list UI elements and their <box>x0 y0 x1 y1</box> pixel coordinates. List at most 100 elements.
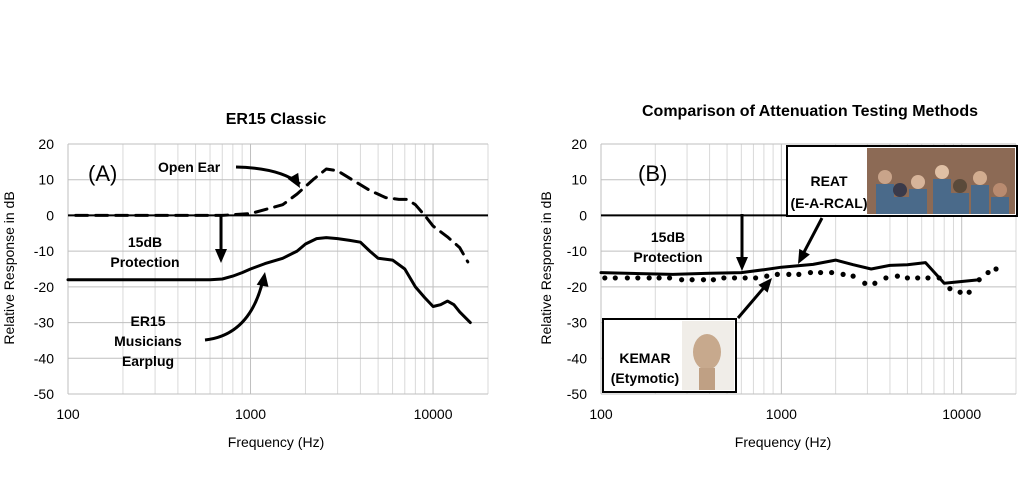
y-tick-label: 10 <box>571 172 587 188</box>
x-tick-label: 100 <box>589 406 613 422</box>
data-point <box>700 277 707 283</box>
person-figure <box>993 183 1007 197</box>
y-tick-label: -10 <box>34 243 54 259</box>
x-tick-label: 10000 <box>414 406 453 422</box>
mannequin-neck <box>699 368 715 390</box>
panel-a-series <box>66 167 472 325</box>
person-figure <box>876 184 894 214</box>
panel-b-title: Comparison of Attenuation Testing Method… <box>642 103 978 120</box>
data-point <box>976 277 982 283</box>
series-open-ear <box>74 167 470 264</box>
person-figure <box>935 165 949 179</box>
annotation-open-ear: Open Ear <box>158 159 221 175</box>
data-point <box>985 269 991 276</box>
data-point <box>862 280 868 286</box>
data-point <box>840 271 846 277</box>
data-point <box>966 289 972 295</box>
person-figure <box>911 175 925 189</box>
data-point <box>925 275 931 281</box>
data-point <box>829 269 835 276</box>
y-tick-label: -50 <box>567 386 587 402</box>
panel-b-annotations: 15dB Protection REAT (E-A-RCAL) KEMAR (Etymot… <box>602 145 1018 393</box>
panel-b-series <box>599 258 999 295</box>
y-tick-label: 0 <box>579 207 587 223</box>
data-point <box>635 275 641 281</box>
data-point <box>742 275 748 281</box>
y-tick-label: 20 <box>571 136 587 152</box>
panel-a-title: ER15 Classic <box>226 111 327 128</box>
person-figure <box>973 171 987 185</box>
panel-a-grid <box>67 143 489 395</box>
data-point <box>947 286 953 292</box>
person-figure <box>878 170 892 184</box>
data-point <box>602 275 608 281</box>
annotation-15db-protection: 15dB Protection <box>110 234 179 270</box>
person-figure <box>951 193 969 214</box>
panel-a-label: (A) <box>88 161 117 186</box>
series-reat-e-a-rcal <box>599 258 981 285</box>
annotation-15db-protection: 15dB Protection <box>633 229 702 265</box>
person-figure <box>991 197 1009 214</box>
data-point <box>807 269 814 276</box>
data-point <box>710 277 717 283</box>
y-tick-label: -20 <box>34 279 54 295</box>
data-point <box>646 275 652 281</box>
data-point <box>731 275 738 281</box>
data-point <box>612 275 618 281</box>
y-tick-label: -40 <box>34 350 54 366</box>
y-tick-label: -40 <box>567 350 587 366</box>
data-point <box>883 275 889 281</box>
panel-b-label: (B) <box>638 161 667 186</box>
data-point <box>993 266 999 272</box>
panel-a-ylabel: Relative Response in dB <box>1 191 17 344</box>
data-point <box>624 275 630 281</box>
person-figure <box>953 179 967 193</box>
kemar-callout <box>602 318 737 393</box>
y-tick-label: 20 <box>38 136 54 152</box>
data-point <box>774 271 780 277</box>
panel-b-grid <box>600 143 1017 395</box>
arrow-open-ear <box>235 165 301 186</box>
person-figure <box>909 189 927 214</box>
person-figure <box>971 185 989 214</box>
data-point <box>850 273 856 279</box>
annotation-kemar: KEMAR (Etymotic) <box>611 350 679 386</box>
x-tick-label: 100 <box>56 406 80 422</box>
y-tick-label: -10 <box>567 243 587 259</box>
x-tick-label: 10000 <box>942 406 981 422</box>
person-figure <box>933 179 951 214</box>
panel-a-annotations: Open Ear 15dB Protection ER15 Musicians Earpl… <box>110 159 301 369</box>
data-point <box>796 271 802 277</box>
arrow-head <box>798 248 810 264</box>
arrow-head <box>758 278 772 293</box>
data-point <box>957 289 963 295</box>
x-tick-label: 1000 <box>766 406 797 422</box>
data-point <box>817 269 824 276</box>
arrow-head <box>256 272 269 287</box>
arrow-head <box>215 249 227 263</box>
annotation-reat: REAT (E-A-RCAL) <box>791 173 868 211</box>
data-point <box>656 275 662 281</box>
y-tick-label: 10 <box>38 172 54 188</box>
person-figure <box>893 183 907 197</box>
data-point <box>679 277 685 283</box>
data-point <box>786 271 792 277</box>
data-point <box>721 275 727 281</box>
y-tick-label: -30 <box>34 315 54 331</box>
data-point <box>894 273 901 279</box>
arrow-head <box>736 257 748 271</box>
reat-callout <box>786 145 1018 217</box>
y-tick-label: -50 <box>34 386 54 402</box>
x-tick-label: 1000 <box>235 406 266 422</box>
person-figure <box>891 197 909 214</box>
data-point <box>689 277 695 283</box>
arrow-reat <box>800 217 824 257</box>
panel-b-ylabel: Relative Response in dB <box>538 191 554 344</box>
y-tick-label: 0 <box>46 207 54 223</box>
series-kemar-etymotic <box>602 266 999 295</box>
data-point <box>666 275 673 281</box>
y-tick-label: -30 <box>567 315 587 331</box>
